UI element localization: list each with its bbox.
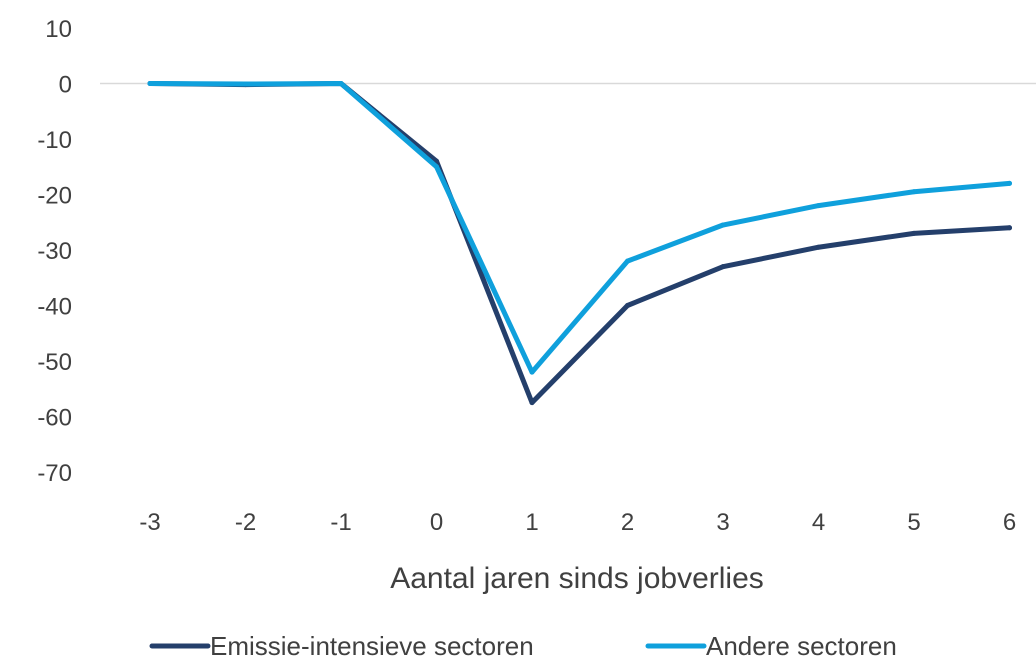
data-point-series-2 (243, 81, 248, 87)
data-point-series-2 (720, 222, 726, 228)
y-tick-label: -30 (37, 238, 72, 265)
data-point-series-1 (1007, 225, 1012, 231)
data-point-series-1 (816, 244, 821, 250)
data-point-series-2 (338, 81, 344, 86)
series-line-2 (147, 81, 1012, 375)
data-point-series-2 (529, 369, 535, 375)
x-tick-label: -1 (330, 509, 351, 536)
y-tick-label: -70 (37, 460, 72, 487)
data-point-series-2 (1007, 180, 1012, 186)
legend-label-2: Andere sectoren (706, 631, 897, 661)
x-tick-label: 4 (812, 509, 825, 536)
legend-label-1: Emissie-intensieve sectoren (210, 631, 534, 661)
x-tick-label: 6 (1003, 509, 1016, 536)
y-tick-label: -20 (37, 183, 72, 210)
y-tick-label: 10 (45, 16, 72, 43)
y-tick-label: -10 (37, 127, 72, 154)
x-tick-label: 2 (621, 509, 634, 536)
data-point-series-1 (911, 230, 917, 236)
x-tick-label: 5 (907, 509, 920, 536)
y-tick-label: -60 (37, 405, 72, 432)
data-point-series-1 (720, 264, 726, 270)
data-point-series-1 (625, 303, 630, 308)
data-point-series-2 (911, 189, 917, 195)
legend: Emissie-intensieve sectoren Andere sector… (149, 631, 897, 661)
data-point-series-2 (147, 81, 153, 86)
y-axis: 10 0 -10 -20 -30 -40 -50 -60 -70 (37, 16, 72, 487)
x-tick-label: 3 (716, 509, 729, 536)
x-tick-label: 0 (430, 509, 443, 536)
y-tick-label: -50 (37, 349, 72, 376)
x-axis: -3 -2 -1 0 1 2 3 4 5 6 (139, 509, 1016, 536)
data-point-series-2 (434, 164, 439, 170)
series-layer (147, 81, 1012, 406)
series-line-1 (147, 81, 1012, 406)
y-tick-label: 0 (59, 72, 72, 99)
data-point-series-2 (816, 203, 821, 209)
x-tick-label: -3 (139, 509, 160, 536)
x-tick-label: -2 (235, 509, 256, 536)
x-tick-label: 1 (525, 509, 538, 536)
data-point-series-2 (625, 258, 630, 264)
data-point-series-1 (529, 400, 535, 406)
y-tick-label: -40 (37, 294, 72, 321)
x-axis-title: Aantal jaren sinds jobverlies (390, 562, 764, 595)
